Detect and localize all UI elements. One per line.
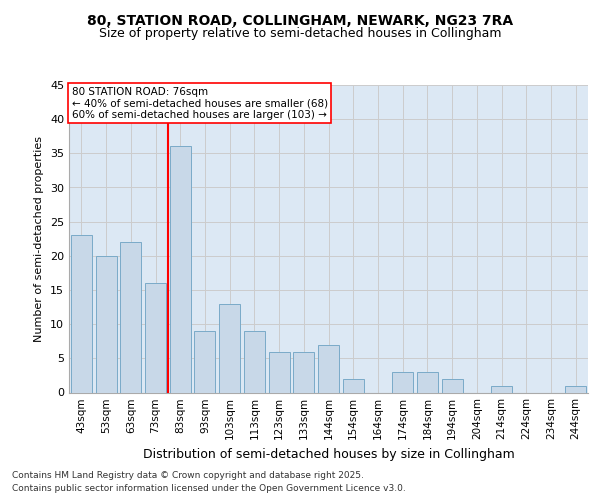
Text: Contains public sector information licensed under the Open Government Licence v3: Contains public sector information licen… bbox=[12, 484, 406, 493]
Bar bbox=[194, 331, 215, 392]
Bar bbox=[491, 386, 512, 392]
Bar bbox=[269, 352, 290, 393]
Bar bbox=[442, 379, 463, 392]
Bar bbox=[565, 386, 586, 392]
Text: 80 STATION ROAD: 76sqm
← 40% of semi-detached houses are smaller (68)
60% of sem: 80 STATION ROAD: 76sqm ← 40% of semi-det… bbox=[71, 86, 328, 120]
Text: Contains HM Land Registry data © Crown copyright and database right 2025.: Contains HM Land Registry data © Crown c… bbox=[12, 471, 364, 480]
Bar bbox=[219, 304, 240, 392]
X-axis label: Distribution of semi-detached houses by size in Collingham: Distribution of semi-detached houses by … bbox=[143, 448, 514, 461]
Bar bbox=[170, 146, 191, 392]
Bar bbox=[95, 256, 116, 392]
Y-axis label: Number of semi-detached properties: Number of semi-detached properties bbox=[34, 136, 44, 342]
Bar bbox=[120, 242, 141, 392]
Bar bbox=[293, 352, 314, 393]
Bar bbox=[71, 236, 92, 392]
Text: 80, STATION ROAD, COLLINGHAM, NEWARK, NG23 7RA: 80, STATION ROAD, COLLINGHAM, NEWARK, NG… bbox=[87, 14, 513, 28]
Bar bbox=[417, 372, 438, 392]
Bar bbox=[244, 331, 265, 392]
Bar bbox=[392, 372, 413, 392]
Bar bbox=[145, 283, 166, 393]
Bar bbox=[343, 379, 364, 392]
Bar bbox=[318, 344, 339, 393]
Text: Size of property relative to semi-detached houses in Collingham: Size of property relative to semi-detach… bbox=[99, 27, 501, 40]
